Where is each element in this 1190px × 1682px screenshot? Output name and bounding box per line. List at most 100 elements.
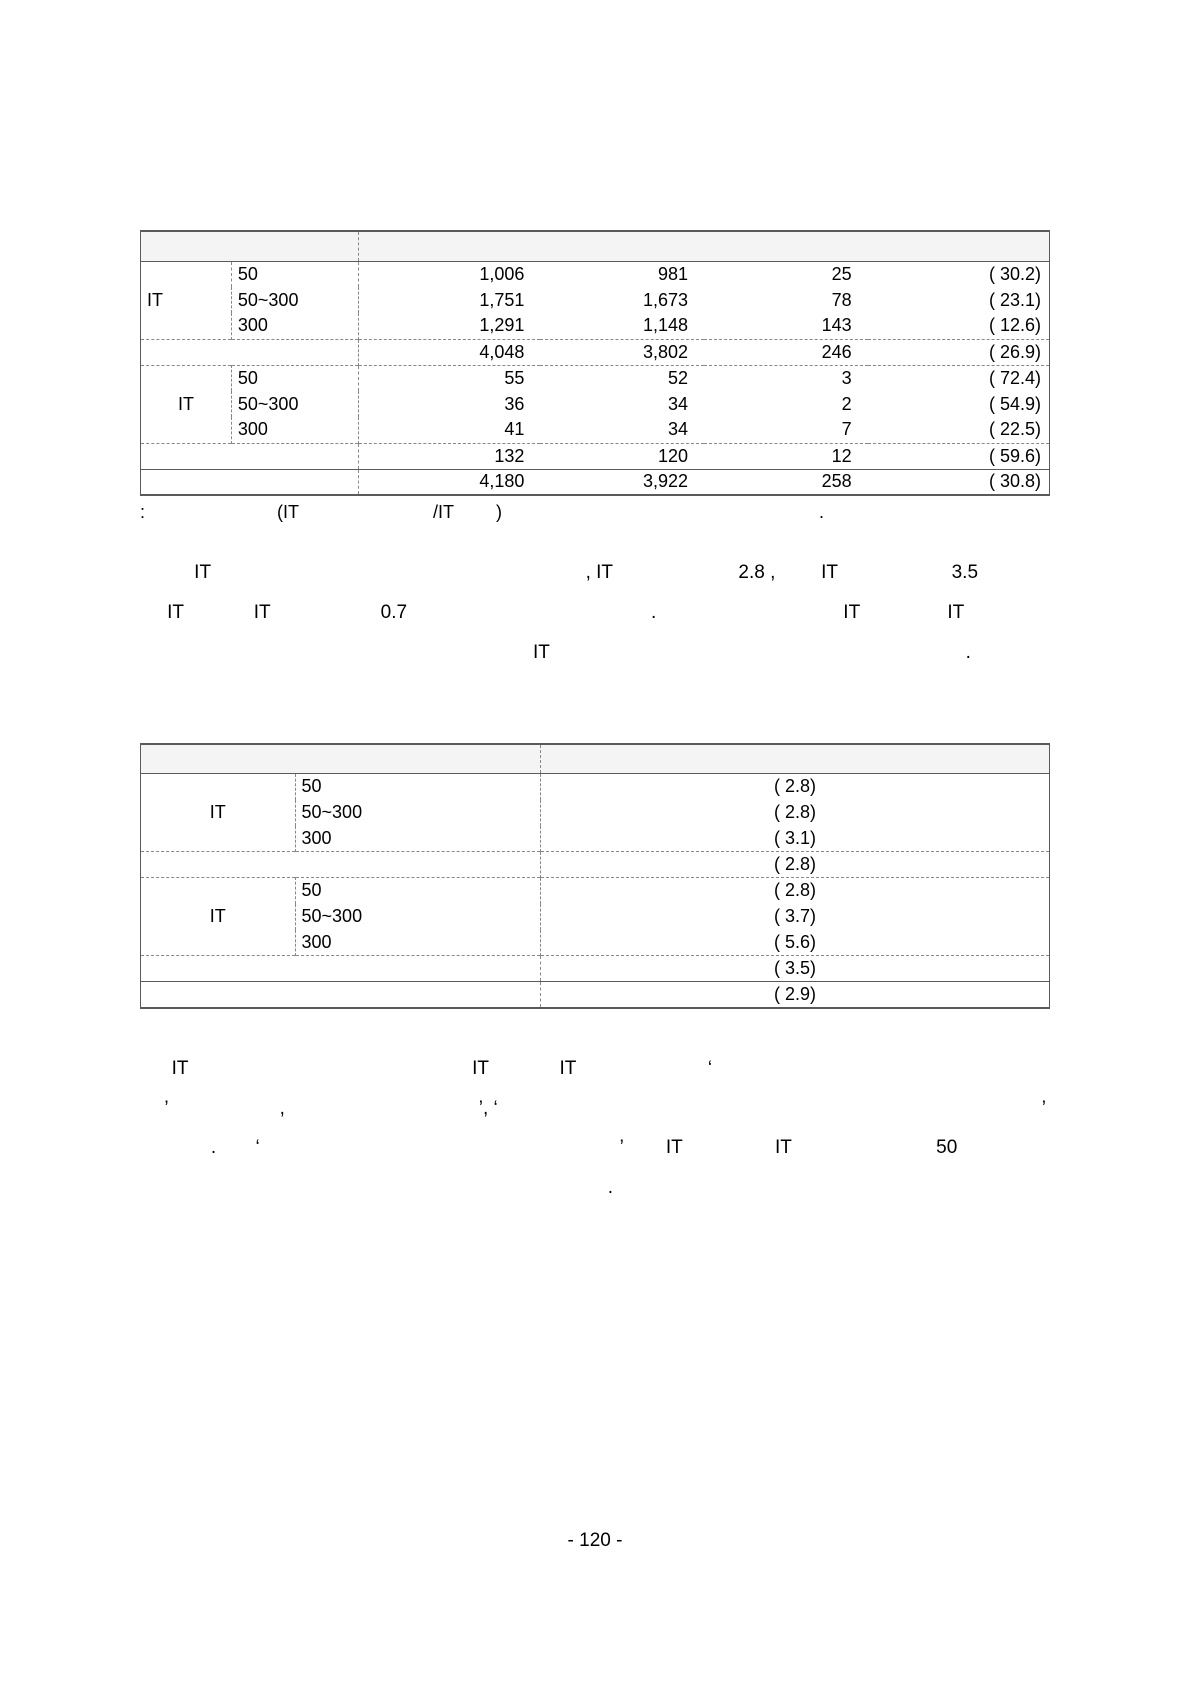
text: ‘	[647, 1049, 773, 1089]
table-row-subtotal: 132 120 12 ( 59.6)	[141, 443, 1050, 469]
table-row-subtotal: ( 2.8)	[141, 852, 1050, 878]
text: IT	[144, 553, 261, 593]
group-label: IT	[141, 365, 232, 443]
cell: ( 30.2)	[868, 261, 1050, 287]
cell: ( 30.8)	[868, 469, 1050, 495]
table-row-total: 4,180 3,922 258 ( 30.8)	[141, 469, 1050, 495]
para-line: IT IT IT ‘	[144, 1049, 1046, 1089]
range: 50	[295, 774, 540, 800]
paragraph-2: IT IT IT ‘ ’ , ’, ‘ ’ . ‘ ’ IT IT 50 .	[140, 1049, 1050, 1209]
cell: 3,802	[540, 339, 704, 365]
table-2-header	[141, 744, 1050, 774]
cell: ( 72.4)	[868, 365, 1050, 391]
text: 2.8 ,	[622, 553, 775, 593]
cell: ( 2.9)	[540, 982, 1049, 1008]
table-1-header	[141, 231, 1050, 261]
page-number: - 120 -	[0, 1530, 1190, 1552]
text: IT	[662, 593, 860, 633]
paragraph-1: IT , IT 2.8 , IT 3.5 IT IT 0.7 . IT IT I…	[140, 553, 1050, 673]
cell: 1,148	[540, 313, 704, 339]
cell: 12	[704, 443, 868, 469]
table-row: 300 41 34 7 ( 22.5)	[141, 417, 1050, 443]
text: ,	[201, 1089, 363, 1129]
cell: ( 22.5)	[868, 417, 1050, 443]
cell: 3,922	[540, 469, 704, 495]
para-line: IT , IT 2.8 , IT 3.5	[144, 553, 1046, 593]
table-row: IT 50 ( 2.8)	[141, 878, 1050, 904]
cell: 120	[540, 443, 704, 469]
table-1: IT 50 1,006 981 25 ( 30.2) 50~300 1,751 …	[140, 230, 1050, 496]
text: .	[476, 593, 656, 633]
cell: 3	[704, 365, 868, 391]
range: 50	[231, 365, 358, 391]
table-row: IT 50 55 52 3 ( 72.4)	[141, 365, 1050, 391]
range: 300	[231, 417, 358, 443]
table-row: 300 1,291 1,148 143 ( 12.6)	[141, 313, 1050, 339]
text: .	[544, 502, 824, 523]
text: ’	[144, 1089, 189, 1129]
range: 50~300	[231, 391, 358, 417]
cell: 981	[540, 261, 704, 287]
table-2: IT 50 ( 2.8) 50~300 ( 2.8) 300 ( 3.1) ( …	[140, 743, 1050, 1009]
cell: 4,180	[359, 469, 541, 495]
table-row-subtotal: ( 3.5)	[141, 956, 1050, 982]
cell: 1,291	[359, 313, 541, 339]
text: IT	[144, 1049, 216, 1089]
text: :	[140, 502, 164, 523]
cell: 246	[704, 339, 868, 365]
cell: ( 2.8)	[540, 852, 1049, 878]
para-line: . ‘ ’ IT IT 50	[144, 1128, 1046, 1168]
cell: 143	[704, 313, 868, 339]
cell: 78	[704, 287, 868, 313]
text: (IT	[169, 502, 299, 523]
range: 300	[231, 313, 358, 339]
para-line: IT .	[144, 633, 1046, 673]
table-row: IT 50 1,006 981 25 ( 30.2)	[141, 261, 1050, 287]
table-row: 50~300 1,751 1,673 78 ( 23.1)	[141, 287, 1050, 313]
cell: 52	[540, 365, 704, 391]
text: IT	[218, 1049, 489, 1089]
cell: 1,006	[359, 261, 541, 287]
text: ’, ‘	[376, 1089, 602, 1129]
table-row-subtotal: 4,048 3,802 246 ( 26.9)	[141, 339, 1050, 365]
table-row-total: ( 2.9)	[141, 982, 1050, 1008]
cell: ( 26.9)	[868, 339, 1050, 365]
text: .	[144, 1128, 216, 1168]
para-line: ’ , ’, ‘ ’	[144, 1089, 1046, 1129]
cell: ( 2.8)	[540, 800, 1049, 826]
text: )	[459, 502, 539, 523]
text: 0.7	[317, 593, 470, 633]
cell: ( 2.8)	[540, 878, 1049, 904]
text: IT	[144, 633, 550, 673]
table-row: 50~300 36 34 2 ( 54.9)	[141, 391, 1050, 417]
text: IT	[491, 1049, 644, 1089]
range: 50	[295, 878, 540, 904]
cell: ( 3.7)	[540, 904, 1049, 930]
table-1-note: : (IT /IT ) .	[140, 502, 1050, 523]
para-line: IT IT 0.7 . IT IT	[144, 593, 1046, 633]
text: 50	[848, 1128, 1046, 1168]
group-label: IT	[141, 878, 296, 956]
cell: 36	[359, 391, 541, 417]
cell: ( 3.1)	[540, 826, 1049, 852]
text: IT	[144, 593, 207, 633]
text: IT	[213, 593, 312, 633]
cell: ( 3.5)	[540, 956, 1049, 982]
text: /IT	[304, 502, 454, 523]
cell: 258	[704, 469, 868, 495]
range: 50	[231, 261, 358, 287]
group-label: IT	[141, 774, 296, 852]
group-label: IT	[141, 261, 232, 339]
cell: ( 23.1)	[868, 287, 1050, 313]
text: .	[550, 633, 1001, 673]
para-line: .	[144, 1168, 1046, 1208]
cell: 25	[704, 261, 868, 287]
text: .	[144, 1168, 613, 1208]
cell: 4,048	[359, 339, 541, 365]
text: ’	[613, 1089, 1046, 1129]
text: IT	[866, 593, 1046, 633]
cell: 41	[359, 417, 541, 443]
text: IT	[725, 1128, 842, 1168]
text: , IT	[270, 553, 613, 593]
range: 50~300	[295, 904, 540, 930]
